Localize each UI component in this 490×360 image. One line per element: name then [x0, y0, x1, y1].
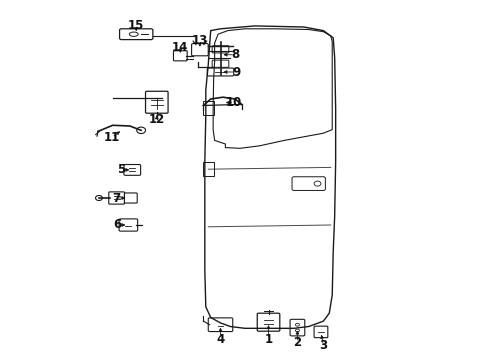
- Text: 12: 12: [148, 113, 165, 126]
- Text: 11: 11: [103, 131, 120, 144]
- FancyBboxPatch shape: [207, 68, 234, 76]
- FancyBboxPatch shape: [109, 192, 124, 204]
- FancyBboxPatch shape: [119, 219, 138, 231]
- Text: 3: 3: [319, 339, 327, 352]
- FancyBboxPatch shape: [212, 60, 229, 67]
- Text: 13: 13: [192, 34, 208, 47]
- FancyBboxPatch shape: [124, 193, 137, 203]
- Ellipse shape: [129, 32, 138, 36]
- FancyBboxPatch shape: [314, 326, 328, 338]
- Text: 15: 15: [128, 19, 145, 32]
- Text: 4: 4: [217, 333, 224, 346]
- Circle shape: [314, 181, 321, 186]
- Circle shape: [295, 329, 299, 332]
- Text: 2: 2: [294, 336, 301, 349]
- Text: 10: 10: [226, 96, 243, 109]
- Text: 1: 1: [265, 333, 272, 346]
- FancyBboxPatch shape: [192, 44, 208, 56]
- FancyBboxPatch shape: [146, 91, 168, 113]
- FancyBboxPatch shape: [257, 313, 280, 331]
- Text: 7: 7: [112, 192, 120, 204]
- FancyBboxPatch shape: [290, 319, 305, 336]
- Circle shape: [137, 127, 146, 134]
- Text: 14: 14: [172, 41, 189, 54]
- FancyBboxPatch shape: [208, 318, 233, 332]
- FancyBboxPatch shape: [203, 162, 214, 176]
- FancyBboxPatch shape: [292, 177, 325, 190]
- Circle shape: [295, 323, 299, 326]
- FancyBboxPatch shape: [124, 165, 141, 175]
- FancyBboxPatch shape: [173, 51, 187, 61]
- Text: 6: 6: [114, 219, 122, 231]
- Circle shape: [96, 195, 102, 201]
- FancyBboxPatch shape: [120, 29, 153, 40]
- FancyBboxPatch shape: [212, 46, 229, 53]
- Text: 8: 8: [231, 48, 239, 61]
- Text: 5: 5: [118, 163, 125, 176]
- Text: 9: 9: [232, 66, 240, 78]
- FancyBboxPatch shape: [203, 101, 214, 115]
